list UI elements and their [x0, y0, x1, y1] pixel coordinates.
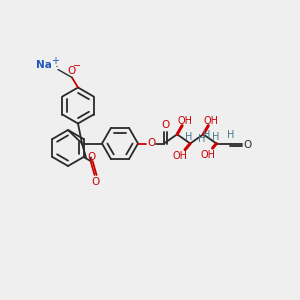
Text: H: H: [227, 130, 234, 140]
Text: Na: Na: [36, 61, 52, 70]
Text: O: O: [92, 177, 100, 187]
Text: −: −: [73, 61, 81, 70]
Text: OH: OH: [204, 116, 219, 126]
Text: OH: OH: [178, 116, 193, 126]
Text: O: O: [147, 139, 155, 148]
Text: H: H: [212, 132, 219, 142]
Text: H: H: [197, 134, 205, 143]
Text: O: O: [68, 65, 76, 76]
Text: H: H: [185, 132, 193, 142]
Text: O: O: [161, 121, 170, 130]
Text: O: O: [243, 140, 252, 149]
Text: ·: ·: [55, 61, 59, 74]
Text: +: +: [51, 56, 59, 65]
Text: OH: OH: [172, 151, 188, 160]
Text: O: O: [87, 152, 95, 161]
Text: H: H: [203, 130, 210, 140]
Text: OH: OH: [200, 150, 215, 160]
